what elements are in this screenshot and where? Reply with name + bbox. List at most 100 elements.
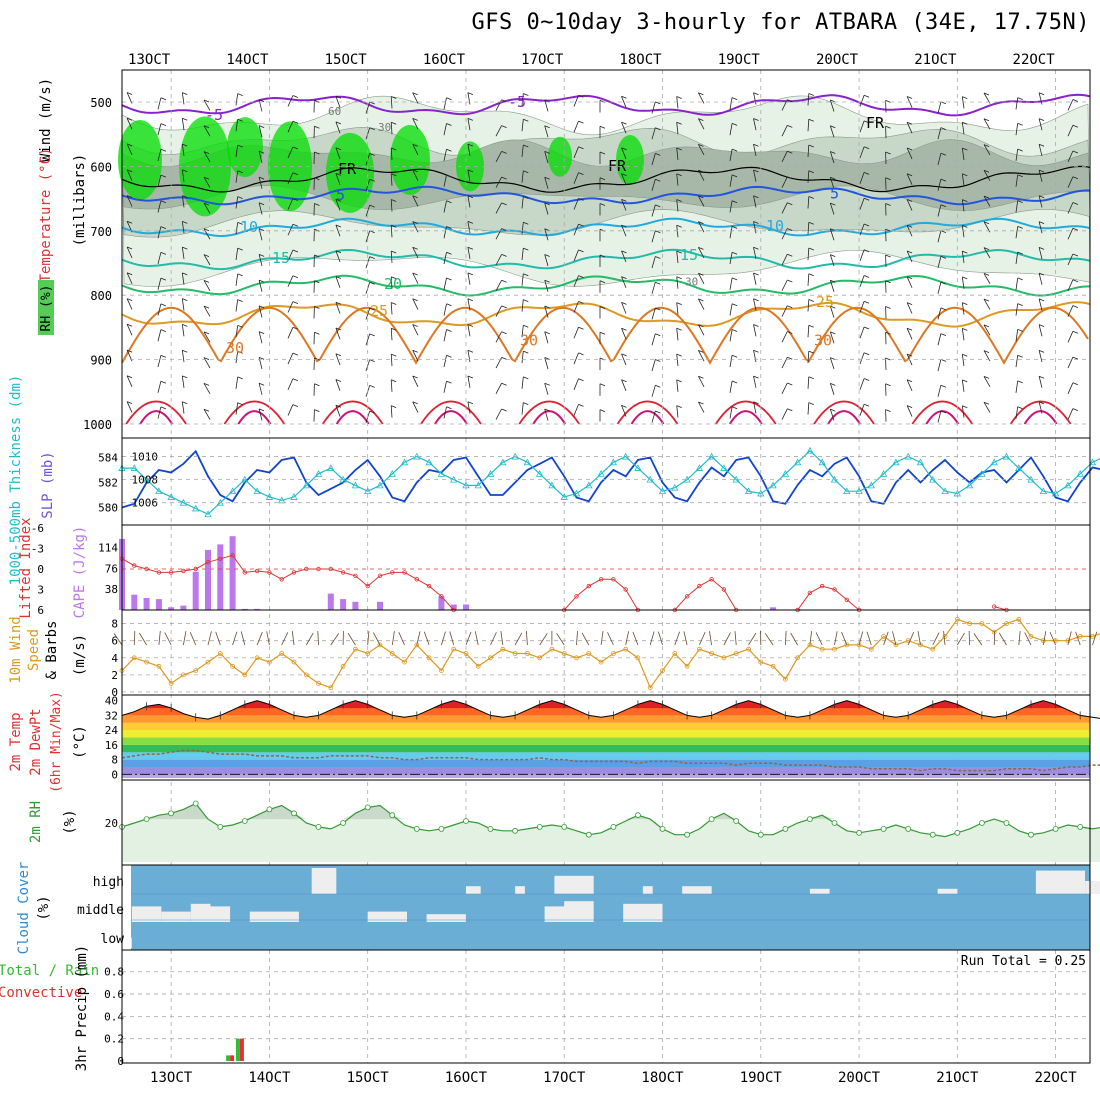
wind-barb-flag: [599, 306, 606, 309]
wind-barb-flag: [655, 410, 661, 414]
wind-barb: [203, 254, 211, 266]
wind-barb: [729, 252, 733, 265]
rh2m-marker: [684, 831, 690, 838]
slp-marker: [1039, 487, 1047, 495]
wind-barb-flag: [698, 324, 704, 328]
slp-marker: [634, 464, 642, 471]
wind-barb-flag: [237, 350, 243, 354]
wind-barb: [203, 177, 211, 188]
wind-barb-flag: [940, 410, 947, 414]
wind-barb-flag: [906, 199, 913, 202]
slp-line: [122, 449, 1100, 515]
wind-barb-flag: [544, 254, 550, 257]
wind10m-marker: [328, 685, 334, 691]
wind-barb: [729, 149, 733, 162]
wind-barb-flag: [182, 117, 188, 121]
wind10m-marker: [266, 659, 272, 665]
wind-barb: [961, 148, 965, 161]
slp-marker: [351, 481, 360, 489]
wind-barb: [157, 303, 162, 316]
cloud-high-block: [311, 868, 337, 894]
wind-barb-flag: [599, 203, 606, 206]
wind-barb: [807, 299, 810, 312]
wind-barb: [258, 280, 263, 292]
label-30: 30: [520, 331, 538, 349]
wind-barb-flag: [203, 305, 210, 309]
wind-barb-flag: [237, 299, 243, 302]
wind-barb-flag: [698, 298, 704, 302]
wind-barb-flag: [412, 246, 418, 250]
wind-barb: [443, 149, 447, 162]
wind-barb: [365, 101, 371, 114]
wind-barb: [937, 333, 942, 346]
cloud-middle-block: [210, 906, 231, 922]
wind-barb: [1038, 144, 1043, 157]
wind-barb-flag: [501, 254, 507, 257]
wind-barb: [1015, 303, 1019, 316]
wind-barb-flag: [787, 125, 793, 128]
wind-barb: [1038, 195, 1043, 208]
wind-barb: [906, 250, 913, 263]
wind-barb-flag: [391, 173, 397, 177]
wind-barb-flag: [962, 405, 968, 409]
wind-barb: [412, 118, 419, 130]
wind-barb-flag: [676, 353, 682, 357]
wind-barb-flag: [335, 276, 342, 279]
thickness-tick-label: 580: [98, 502, 118, 515]
wind-barb-flag: [1072, 176, 1079, 180]
label-wind-b: Speed: [26, 629, 42, 671]
wind-barb-flag: [126, 169, 133, 173]
label-wind-a: 10m Wind: [8, 616, 24, 683]
label-rh2m: 2m RH: [28, 801, 44, 843]
rh2m-marker: [733, 818, 740, 824]
rh-high-area: [548, 136, 572, 177]
wind-barb-flag: [940, 152, 947, 156]
wind-barb: [781, 228, 788, 240]
wind-barb-flag: [1072, 382, 1079, 386]
wind-barb-flag: [314, 254, 320, 258]
wind-barb-flag: [160, 148, 167, 152]
wind-barb: [753, 169, 757, 182]
wind-barb: [573, 352, 579, 365]
wind-barb-flag: [467, 143, 474, 147]
wind-barb-flag: [523, 402, 529, 405]
wind-barb: [390, 276, 393, 289]
wind-barb-flag: [237, 170, 243, 174]
wind-barb: [573, 404, 579, 416]
date-label-bottom: 20OCT: [838, 1070, 881, 1086]
wind-barb-flag: [237, 196, 243, 199]
wind-barb-flag: [544, 228, 550, 232]
wind-barb: [235, 170, 239, 183]
wind-barb: [859, 301, 865, 313]
wind-barb: [203, 331, 211, 343]
wind-barb-flag: [787, 228, 793, 231]
wind-barb: [729, 226, 733, 239]
wind-barb: [859, 172, 865, 184]
label-wind-unit: (m/s): [72, 634, 88, 676]
cape-bar: [143, 598, 150, 610]
wind10m-marker: [451, 646, 457, 652]
wind-barb: [807, 93, 810, 106]
wind-barb-flag: [621, 327, 627, 331]
wind-barb: [807, 325, 810, 338]
slp-marker: [474, 481, 482, 489]
wind-barb-flag: [391, 379, 397, 383]
wind-barb-flag: [1072, 202, 1079, 205]
wind-barb: [753, 195, 757, 208]
wind-barb-flag: [621, 302, 627, 305]
wind-barb: [698, 298, 705, 310]
wind-barb: [287, 95, 294, 107]
wind10m-speed-line: [121, 618, 1100, 689]
date-label-top: 17OCT: [521, 52, 564, 68]
wind-barb-flag: [467, 246, 474, 250]
wind-barb: [651, 410, 656, 423]
label-rh-30: 30: [378, 121, 391, 134]
wind10m-barb: [133, 630, 136, 646]
wind-barb-flag: [698, 247, 704, 250]
wind10m-marker: [156, 663, 162, 669]
cape-bar: [131, 594, 138, 610]
wind-barb-flag: [599, 383, 606, 387]
slp-marker: [1064, 481, 1072, 489]
thickness-tick-label: 584: [98, 452, 118, 465]
wind-barb-flag: [292, 275, 299, 279]
